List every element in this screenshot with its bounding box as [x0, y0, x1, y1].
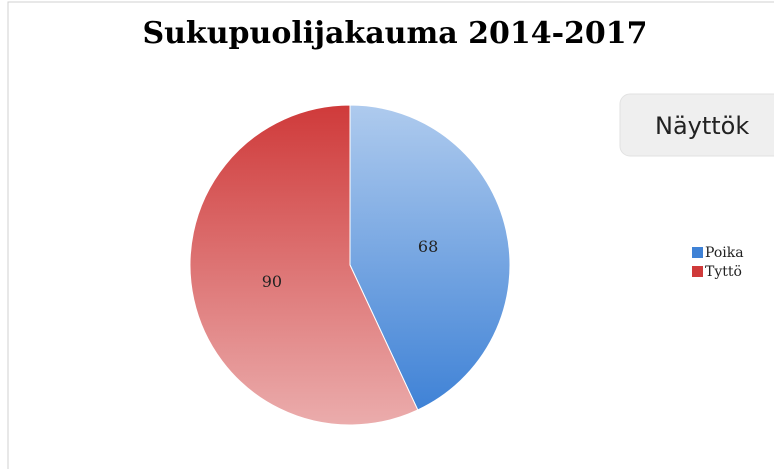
legend-swatch — [692, 266, 703, 277]
overlay-label[interactable]: Näyttök — [655, 112, 749, 140]
overlay-button[interactable] — [619, 93, 774, 157]
chart-title: Sukupuolijakauma 2014-2017 — [142, 16, 647, 51]
chart-frame — [7, 1, 774, 469]
legend-label: Tyttö — [705, 264, 742, 280]
data-label: 90 — [262, 272, 282, 291]
legend-label: Poika — [705, 245, 744, 261]
pie-slice — [189, 104, 419, 426]
data-label: 68 — [418, 237, 438, 256]
pie-slice — [349, 104, 511, 411]
legend-swatch — [692, 247, 703, 258]
